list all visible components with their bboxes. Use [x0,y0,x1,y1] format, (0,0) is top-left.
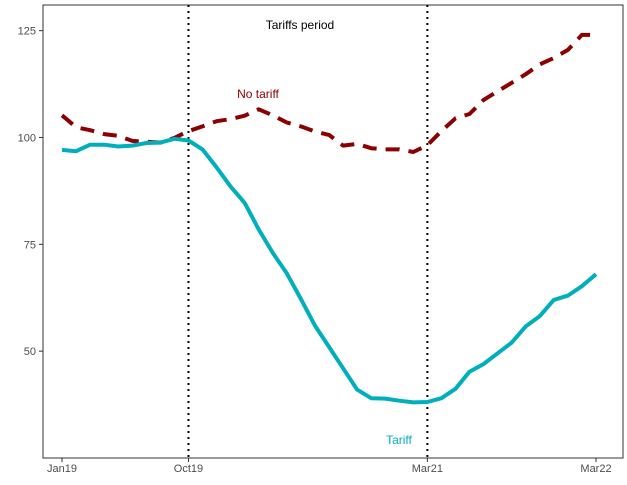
annotation-tariff: Tariff [386,433,412,447]
annotation-no-tariff: No tariff [237,87,279,101]
x-tick-label: Mar21 [412,463,443,475]
plot-panel [42,4,624,459]
annotations: Tariffs period No tariff Tariff [237,18,412,447]
y-tick-label: 50 [24,346,36,358]
y-tick-label: 125 [18,26,36,38]
x-tick-label: Jan19 [47,463,77,475]
x-tick-label: Mar22 [580,463,611,475]
y-axis: 50 75 100 125 [18,26,43,358]
y-tick-label: 75 [24,239,36,251]
series-tariff [61,136,598,405]
y-tick-label: 100 [18,132,36,144]
series-lines [60,32,598,405]
x-axis: Jan19 Oct19 Mar21 Mar22 [47,458,612,475]
annotation-tariffs-period: Tariffs period [266,18,334,32]
x-tick-label: Oct19 [174,463,203,475]
